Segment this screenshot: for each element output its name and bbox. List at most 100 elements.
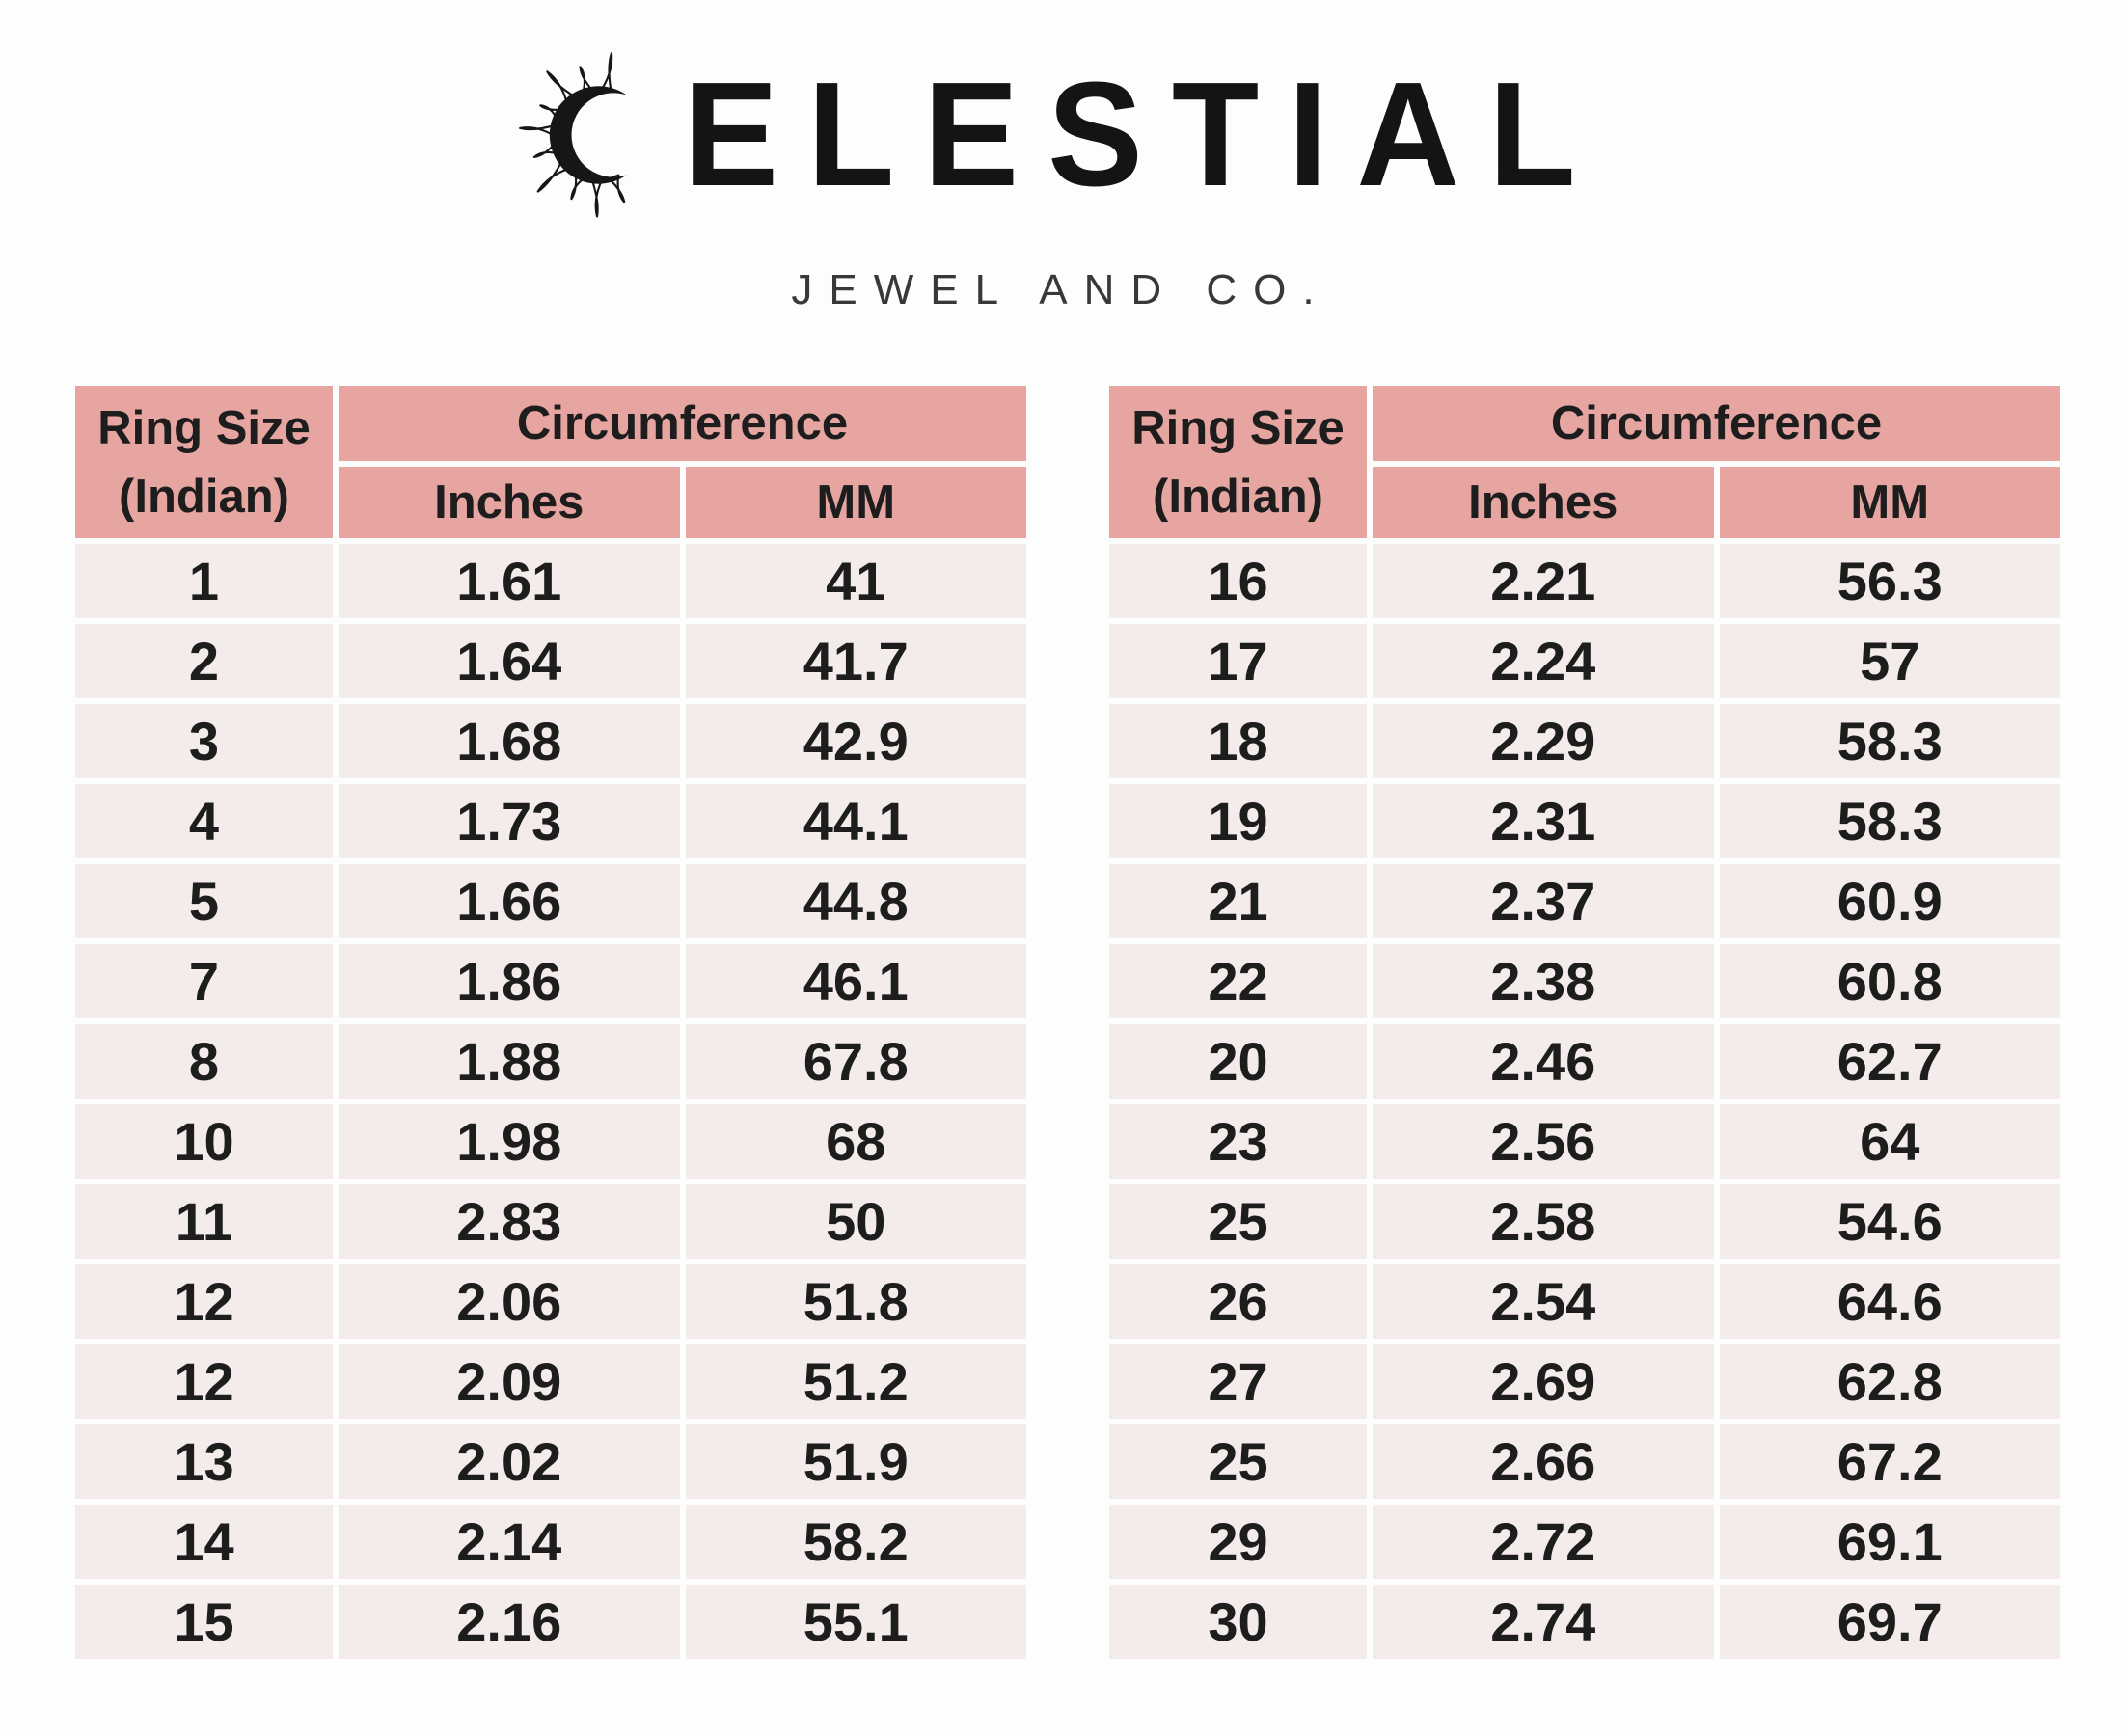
circumference-header-cell: Circumference	[1373, 386, 2060, 461]
inches-value: 1.98	[339, 1104, 680, 1179]
ring-size-header-line1: Ring Size	[97, 401, 311, 454]
inches-value: 2.58	[1373, 1184, 1714, 1259]
ring-size-value: 11	[75, 1184, 333, 1259]
inches-value: 2.83	[339, 1184, 680, 1259]
mm-value: 60.9	[1719, 864, 2060, 938]
inches-value: 2.09	[339, 1344, 680, 1419]
inches-value: 1.66	[339, 864, 680, 938]
ring-size-header-line2: (Indian)	[119, 470, 289, 523]
ring-size-value: 22	[1109, 944, 1367, 1018]
mm-value: 57	[1719, 624, 2060, 698]
mm-value: 69.7	[1719, 1585, 2060, 1659]
mm-value: 64.6	[1719, 1264, 2060, 1339]
circumference-header-cell: Circumference	[339, 386, 1026, 461]
inches-value: 1.68	[339, 704, 680, 778]
mm-value: 41.7	[685, 624, 1026, 698]
inches-value: 2.24	[1373, 624, 1714, 698]
ring-size-header-line2: (Indian)	[1153, 470, 1323, 523]
inches-value: 2.02	[339, 1424, 680, 1499]
mm-value: 55.1	[685, 1585, 1026, 1659]
ring-size-value: 3	[75, 704, 333, 778]
ring-size-value: 14	[75, 1505, 333, 1579]
brand-tagline: JEWEL AND CO.	[791, 266, 1331, 313]
inches-value: 2.74	[1373, 1585, 1714, 1659]
mm-value: 69.1	[1719, 1505, 2060, 1579]
ring-size-value: 8	[75, 1024, 333, 1099]
brand-header: ELESTIAL JEWEL AND CO.	[0, 41, 2122, 314]
inches-value: 2.29	[1373, 704, 1714, 778]
ring-size-value: 4	[75, 784, 333, 858]
mm-value: 51.2	[685, 1344, 1026, 1419]
ring-size-value: 10	[75, 1104, 333, 1179]
mm-value: 58.3	[1719, 704, 2060, 778]
brand-name-text: ELESTIAL	[683, 51, 1605, 218]
mm-value: 58.3	[1719, 784, 2060, 858]
mm-header-cell: MM	[685, 467, 1026, 538]
sun-crescent-icon	[517, 41, 687, 230]
inches-value: 2.06	[339, 1264, 680, 1339]
ring-size-header-cell: Ring Size (Indian)	[1109, 386, 1367, 538]
crescent-moon	[550, 86, 627, 184]
ring-size-value: 13	[75, 1424, 333, 1499]
ring-size-value: 23	[1109, 1104, 1367, 1179]
inches-value: 2.31	[1373, 784, 1714, 858]
ring-size-value: 12	[75, 1344, 333, 1419]
inches-value: 2.16	[339, 1585, 680, 1659]
mm-value: 51.9	[685, 1424, 1026, 1499]
inches-header-cell: Inches	[1373, 467, 1714, 538]
mm-value: 51.8	[685, 1264, 1026, 1339]
mm-value: 56.3	[1719, 544, 2060, 618]
inches-value: 2.54	[1373, 1264, 1714, 1339]
ring-size-value: 12	[75, 1264, 333, 1339]
ring-size-value: 27	[1109, 1344, 1367, 1419]
inches-value: 1.88	[339, 1024, 680, 1099]
mm-value: 41	[685, 544, 1026, 618]
inches-value: 2.69	[1373, 1344, 1714, 1419]
mm-value: 62.7	[1719, 1024, 2060, 1099]
mm-value: 44.1	[685, 784, 1026, 858]
mm-value: 44.8	[685, 864, 1026, 938]
ring-size-header-cell: Ring Size (Indian)	[75, 386, 333, 538]
ring-size-value: 16	[1109, 544, 1367, 618]
mm-value: 67.2	[1719, 1424, 2060, 1499]
ring-size-value: 7	[75, 944, 333, 1018]
ring-size-value: 2	[75, 624, 333, 698]
ring-size-value: 21	[1109, 864, 1367, 938]
mm-value: 58.2	[685, 1505, 1026, 1579]
ring-size-value: 18	[1109, 704, 1367, 778]
inches-value: 2.66	[1373, 1424, 1714, 1499]
mm-value: 54.6	[1719, 1184, 2060, 1259]
ring-size-value: 26	[1109, 1264, 1367, 1339]
inches-value: 2.38	[1373, 944, 1714, 1018]
ring-size-value: 17	[1109, 624, 1367, 698]
ring-size-value: 29	[1109, 1505, 1367, 1579]
ring-size-value: 15	[75, 1585, 333, 1659]
inches-value: 1.61	[339, 544, 680, 618]
ring-size-header-line1: Ring Size	[1131, 401, 1345, 454]
mm-value: 50	[685, 1184, 1026, 1259]
mm-value: 46.1	[685, 944, 1026, 1018]
inches-value: 1.64	[339, 624, 680, 698]
ring-size-value: 25	[1109, 1184, 1367, 1259]
mm-value: 68	[685, 1104, 1026, 1179]
inches-value: 2.21	[1373, 544, 1714, 618]
mm-value: 64	[1719, 1104, 2060, 1179]
inches-value: 2.14	[339, 1505, 680, 1579]
ring-size-value: 30	[1109, 1585, 1367, 1659]
sun-rays	[519, 52, 626, 218]
inches-value: 1.73	[339, 784, 680, 858]
ring-size-table-right: Ring Size (Indian) Circumference Inches …	[1109, 386, 2060, 1659]
mm-value: 62.8	[1719, 1344, 2060, 1419]
inches-value: 2.72	[1373, 1505, 1714, 1579]
inches-header-cell: Inches	[339, 467, 680, 538]
ring-size-value: 5	[75, 864, 333, 938]
inches-value: 2.56	[1373, 1104, 1714, 1179]
inches-value: 2.46	[1373, 1024, 1714, 1099]
ring-size-value: 1	[75, 544, 333, 618]
ring-size-value: 25	[1109, 1424, 1367, 1499]
brand-wordmark: ELESTIAL	[517, 41, 1604, 230]
inches-value: 2.37	[1373, 864, 1714, 938]
ring-size-value: 19	[1109, 784, 1367, 858]
mm-value: 67.8	[685, 1024, 1026, 1099]
